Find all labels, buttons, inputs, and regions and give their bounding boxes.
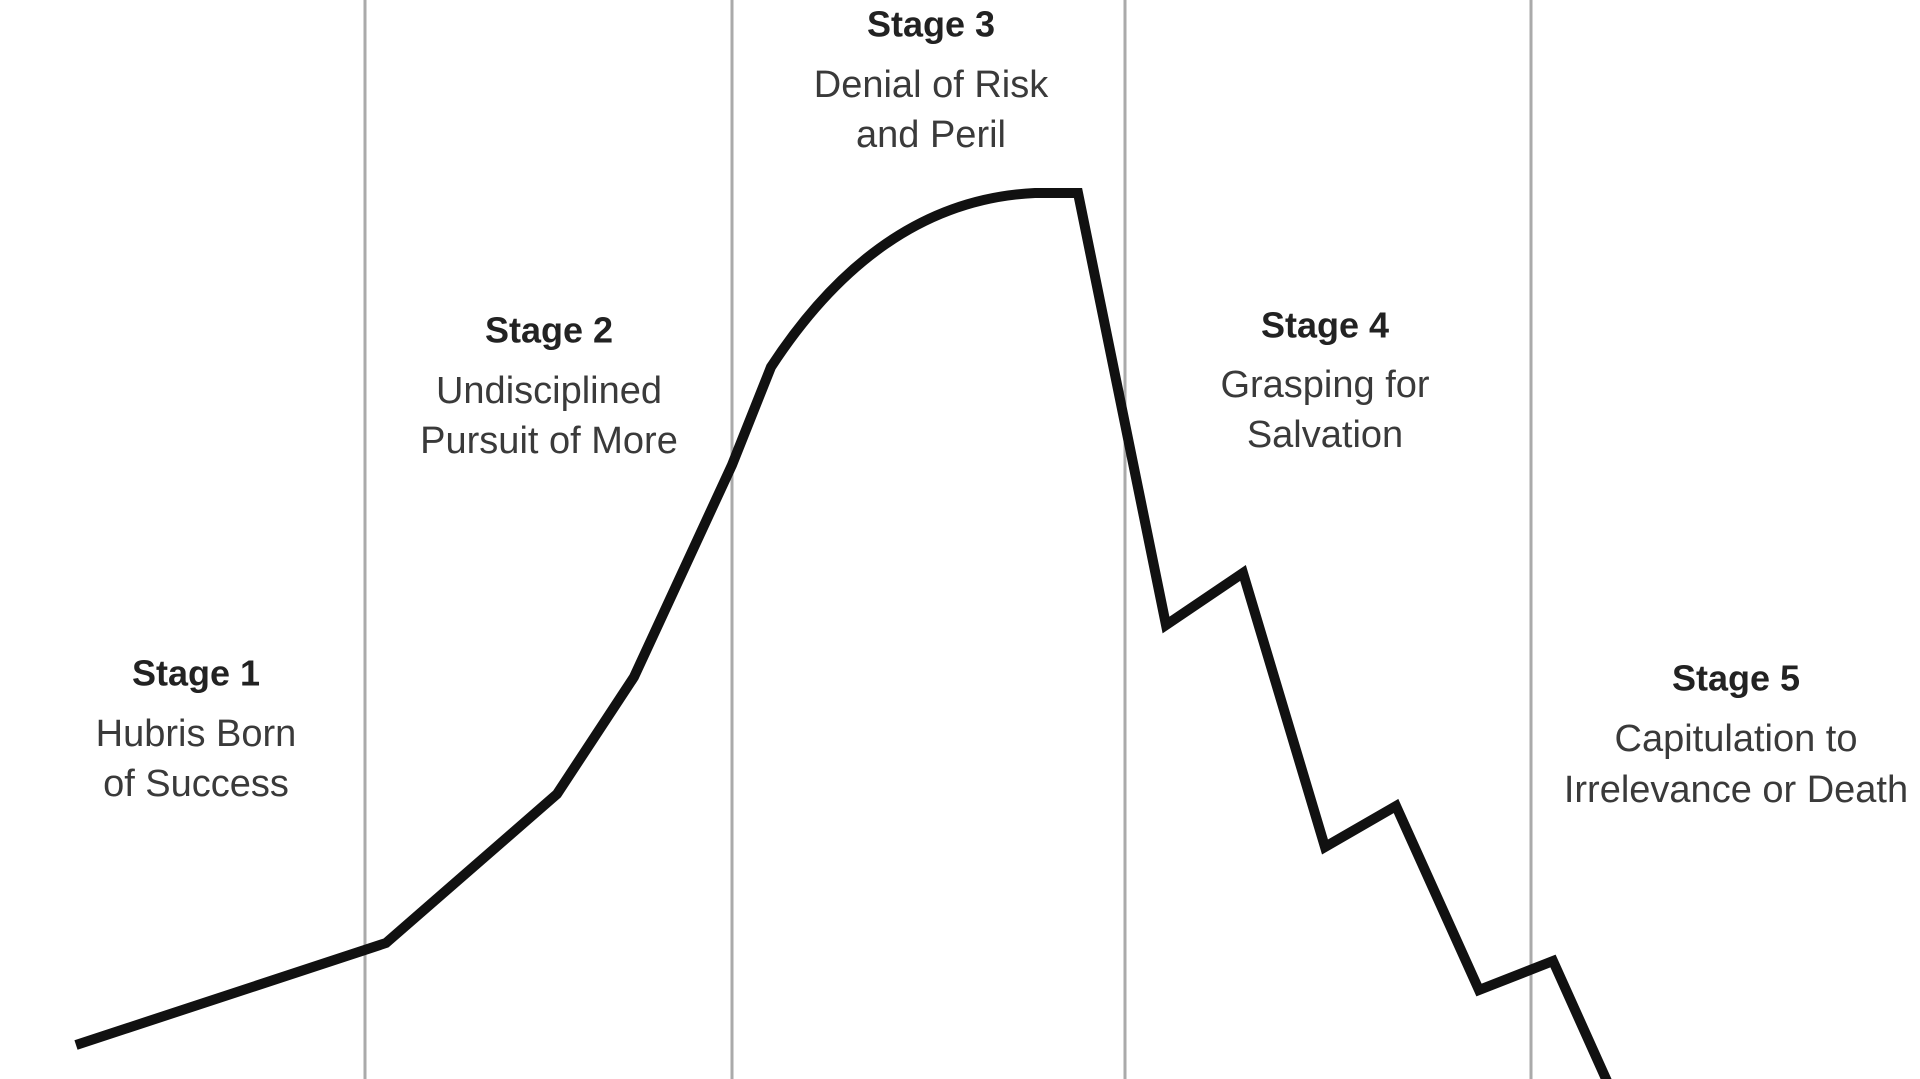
stage-description: Irrelevance or Death [1564,769,1908,811]
stage-description: Undisciplined [436,370,662,412]
decline-curve [74,188,1612,1079]
stage-label: Stage 1 [132,653,260,694]
stage-label: Stage 3 [867,4,995,45]
stage-description: Pursuit of More [420,420,678,462]
stage-description: of Success [103,763,289,805]
stage-label: Stage 2 [485,310,613,351]
stage-description: and Peril [856,114,1006,156]
stage-description: Salvation [1247,414,1403,456]
stage-description: Capitulation to [1615,718,1858,760]
stage-label: Stage 5 [1672,658,1800,699]
stage-description: Grasping for [1220,364,1429,406]
stage-description: Denial of Risk [814,64,1049,106]
stage-description: Hubris Born [96,713,297,755]
stage-label: Stage 4 [1261,305,1389,346]
